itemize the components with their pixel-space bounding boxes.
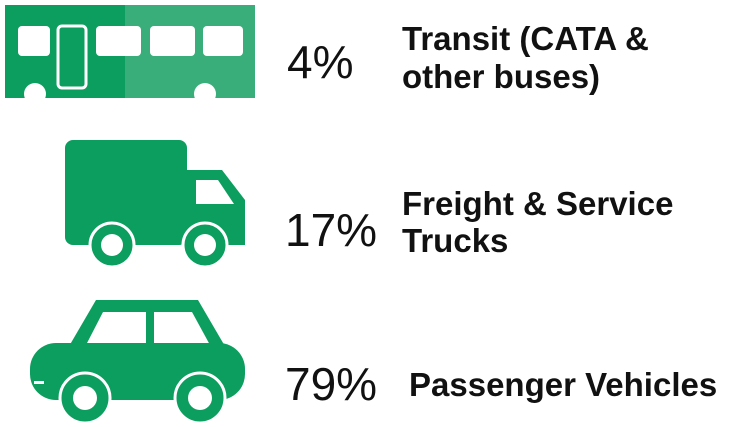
truck-icon: [65, 140, 245, 269]
percent: 79%: [285, 358, 377, 410]
percent: 17%: [285, 204, 377, 256]
label-line: Trucks: [402, 222, 508, 259]
label-line: other buses): [402, 58, 600, 95]
car-icon: [30, 300, 245, 425]
percent: 4%: [287, 36, 353, 88]
label-line: Freight & Service: [402, 185, 673, 222]
label-line: Transit (CATA &: [402, 20, 649, 57]
bus-icon: [5, 5, 255, 105]
label-line: Passenger Vehicles: [409, 366, 717, 403]
